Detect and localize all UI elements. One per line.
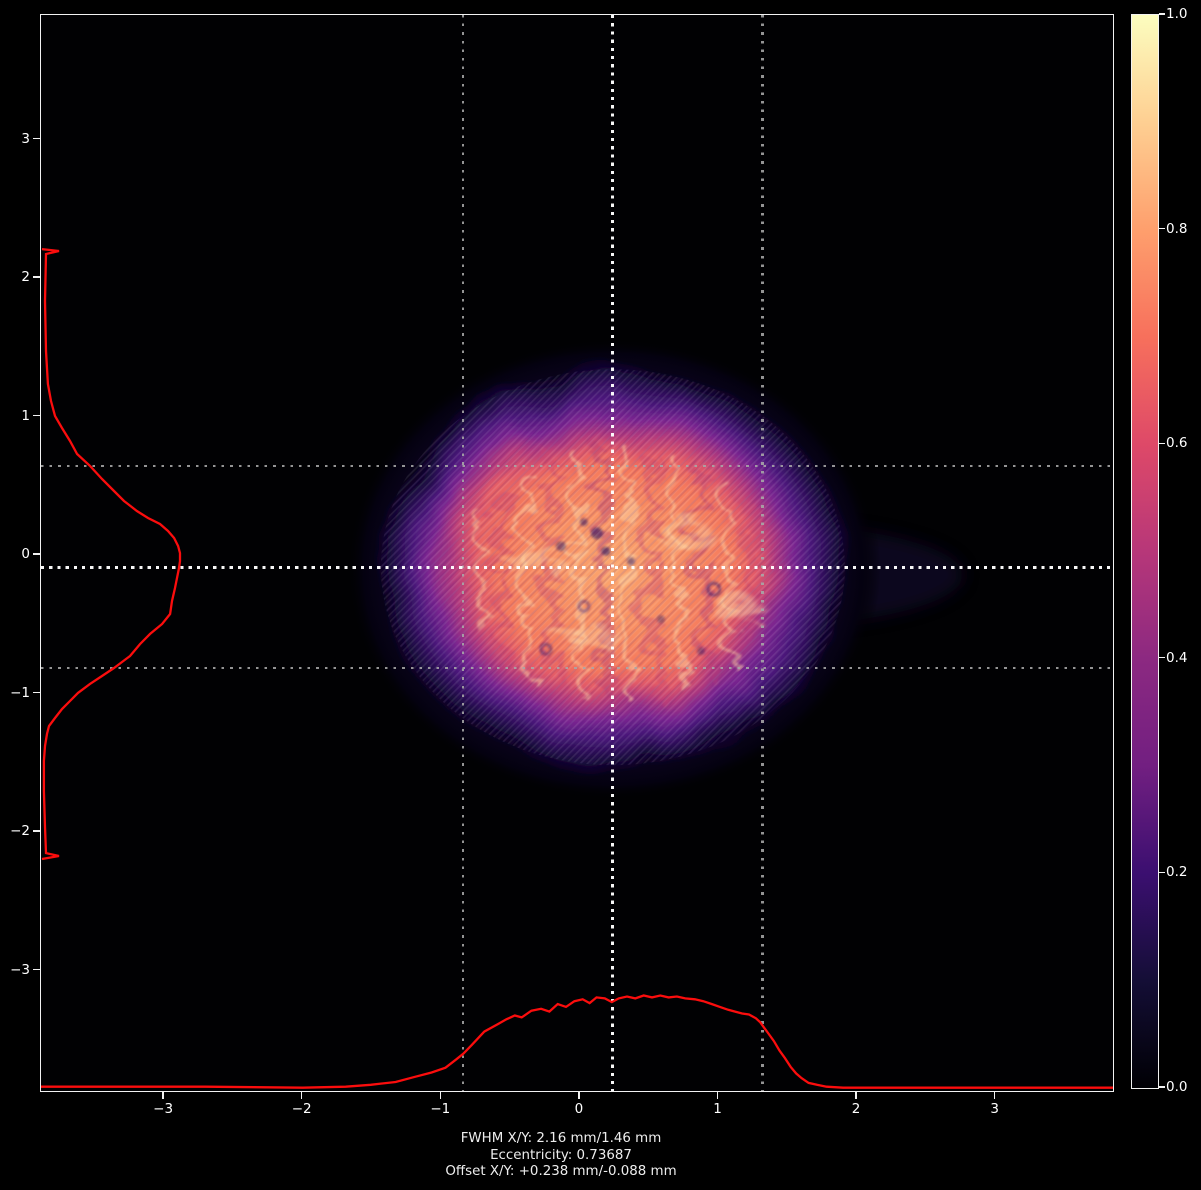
- colorbar-tick-label: 0.0: [1166, 1079, 1188, 1095]
- x-tick: [994, 1092, 996, 1099]
- profile-overlay: [41, 247, 1113, 1089]
- y-tick: [33, 830, 40, 832]
- y-tick: [33, 414, 40, 417]
- y-tick-label: −1: [10, 684, 30, 701]
- x-tick: [301, 1092, 303, 1099]
- stat-offset: Offset X/Y: +0.238 mm/-0.088 mm: [445, 1164, 677, 1179]
- colorbar: [1131, 14, 1159, 1089]
- x-tick: [162, 1092, 164, 1099]
- x-tick: [716, 1092, 719, 1099]
- plot-area: [40, 14, 1114, 1092]
- x-tick: [855, 1092, 857, 1099]
- x-tick: [578, 1092, 580, 1099]
- x-tick-label: 2: [851, 1101, 861, 1117]
- y-tick: [33, 968, 40, 971]
- colorbar-tick: [1159, 1086, 1165, 1088]
- colorbar-tick-label: 0.8: [1166, 220, 1188, 237]
- colorbar-tick-label: 0.4: [1166, 649, 1188, 666]
- x-tick-label: 1: [713, 1101, 722, 1117]
- y-tick-label: 3: [21, 130, 30, 147]
- colorbar-tick-label: 0.2: [1166, 864, 1188, 881]
- y-tick: [33, 276, 40, 278]
- x-tick-label: 0: [574, 1101, 584, 1117]
- y-tick-label: −2: [10, 823, 30, 839]
- colorbar-tick-label: 1.0: [1166, 6, 1188, 22]
- colorbar-tick: [1159, 442, 1165, 444]
- colorbar-tick: [1159, 657, 1165, 659]
- stat-fwhm: FWHM X/Y: 2.16 mm/1.46 mm: [460, 1131, 662, 1146]
- beam-stats-text: FWHM X/Y: 2.16 mm/1.46 mm Eccentricity: …: [161, 1131, 961, 1181]
- y-profile-curve: [41, 247, 182, 861]
- colorbar-tick-label: 0.6: [1166, 435, 1188, 452]
- y-tick: [33, 137, 40, 140]
- y-tick-label: 1: [21, 407, 30, 424]
- colorbar-tick: [1159, 871, 1165, 874]
- y-tick-label: 2: [21, 269, 30, 285]
- x-tick-label: −3: [153, 1101, 174, 1117]
- colorbar-tick: [1159, 227, 1165, 230]
- y-tick: [33, 553, 40, 555]
- y-tick-label: −3: [10, 961, 30, 978]
- x-profile-curve: [41, 994, 1113, 1089]
- x-tick: [439, 1092, 441, 1099]
- x-tick-label: −1: [430, 1101, 451, 1117]
- colorbar-tick: [1159, 13, 1165, 15]
- y-tick: [33, 691, 40, 694]
- y-tick-label: 0: [21, 546, 30, 562]
- stat-eccentricity: Eccentricity: 0.73687: [490, 1147, 632, 1163]
- x-tick-label: −2: [291, 1101, 312, 1117]
- x-tick-label: 3: [990, 1101, 999, 1117]
